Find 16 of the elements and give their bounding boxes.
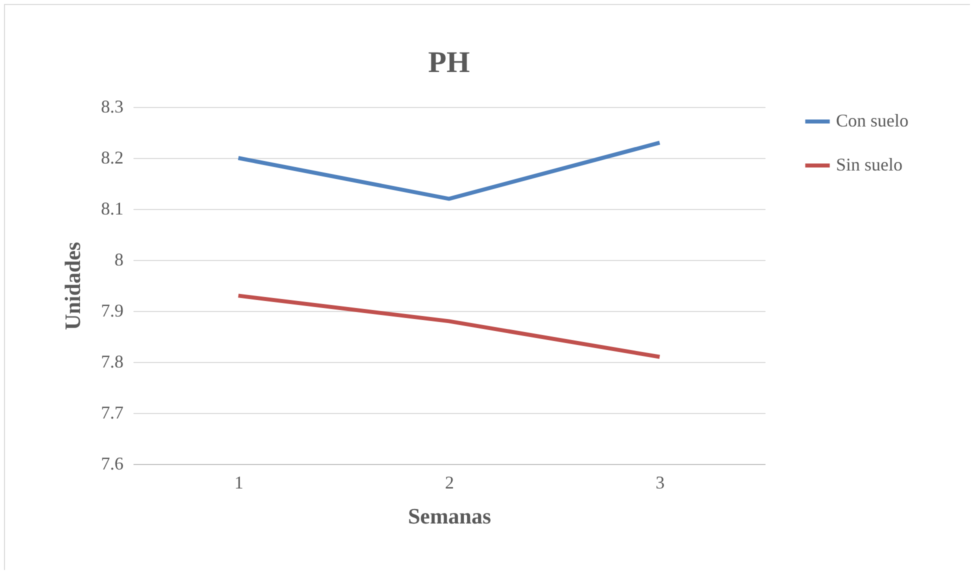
legend-label: Sin suelo [836,154,903,174]
y-tick-label: 7.8 [101,352,124,372]
chart-title: PH [428,46,470,79]
x-tick-label: 3 [656,472,665,492]
y-tick-label: 8.3 [101,96,124,116]
y-axis-title: Unidades [60,242,85,330]
y-tick-label: 7.6 [101,454,124,474]
legend-label: Con suelo [836,110,909,130]
x-axis-title: Semanas [408,504,492,528]
y-tick-label: 8.2 [101,148,124,168]
y-tick-label: 7.7 [101,402,124,422]
y-tick-label: 7.9 [101,300,124,320]
y-tick-label: 8 [114,250,124,270]
y-tick-label: 8.1 [101,198,124,218]
x-tick-label: 2 [445,472,454,492]
x-tick-label: 1 [234,472,244,492]
